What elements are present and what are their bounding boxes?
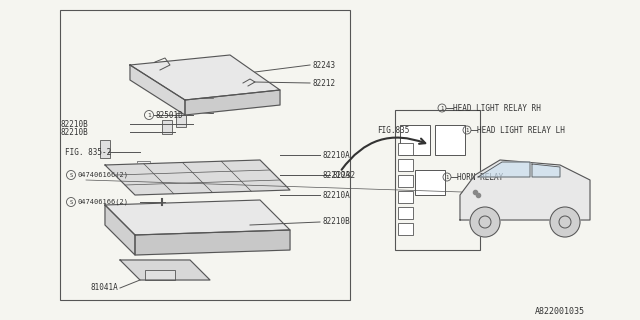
Text: 82210B: 82210B — [60, 127, 88, 137]
Polygon shape — [105, 160, 290, 195]
Polygon shape — [105, 200, 290, 235]
FancyBboxPatch shape — [145, 270, 175, 280]
Polygon shape — [135, 230, 290, 255]
FancyBboxPatch shape — [217, 177, 230, 185]
Polygon shape — [478, 162, 530, 177]
FancyBboxPatch shape — [122, 164, 135, 172]
Text: 1: 1 — [147, 113, 151, 117]
FancyBboxPatch shape — [398, 143, 413, 155]
Polygon shape — [460, 160, 590, 220]
Text: 1: 1 — [440, 106, 444, 110]
FancyBboxPatch shape — [398, 207, 413, 219]
Text: HORN RELAY: HORN RELAY — [457, 172, 503, 181]
Text: FIG.835: FIG.835 — [377, 125, 410, 134]
Text: 82210A: 82210A — [322, 150, 349, 159]
Text: S: S — [69, 172, 72, 178]
Polygon shape — [130, 65, 185, 115]
Text: HEAD LIGHT RELAY RH: HEAD LIGHT RELAY RH — [453, 103, 541, 113]
FancyBboxPatch shape — [398, 223, 413, 235]
Text: 82501D: 82501D — [155, 110, 183, 119]
Text: 82210A: 82210A — [322, 171, 349, 180]
Text: 82243: 82243 — [312, 60, 335, 69]
Text: 1: 1 — [445, 174, 449, 180]
Polygon shape — [105, 205, 135, 255]
FancyBboxPatch shape — [176, 113, 186, 127]
FancyBboxPatch shape — [202, 180, 215, 188]
Text: 1: 1 — [465, 127, 468, 132]
Text: 82210A: 82210A — [322, 190, 349, 199]
Text: 81041A: 81041A — [90, 284, 118, 292]
Circle shape — [470, 207, 500, 237]
Text: 82210B: 82210B — [60, 119, 88, 129]
Text: HEAD LIGHT RELAY LH: HEAD LIGHT RELAY LH — [477, 125, 565, 134]
Text: S: S — [69, 199, 72, 204]
FancyBboxPatch shape — [398, 175, 413, 187]
FancyBboxPatch shape — [137, 161, 150, 169]
FancyBboxPatch shape — [435, 125, 465, 155]
Text: 82232: 82232 — [332, 171, 355, 180]
Polygon shape — [185, 90, 280, 115]
FancyBboxPatch shape — [195, 83, 213, 113]
Text: FIG. 835-2: FIG. 835-2 — [65, 148, 111, 156]
FancyBboxPatch shape — [400, 125, 430, 155]
Polygon shape — [130, 55, 280, 100]
Polygon shape — [120, 260, 210, 280]
FancyBboxPatch shape — [162, 120, 172, 134]
FancyBboxPatch shape — [398, 159, 413, 171]
FancyBboxPatch shape — [415, 170, 445, 195]
Circle shape — [550, 207, 580, 237]
FancyBboxPatch shape — [100, 140, 110, 158]
FancyBboxPatch shape — [162, 172, 175, 180]
FancyBboxPatch shape — [398, 191, 413, 203]
Polygon shape — [532, 164, 560, 177]
FancyBboxPatch shape — [177, 169, 190, 177]
Text: 047406166(2): 047406166(2) — [77, 172, 128, 178]
Text: 047406166(2): 047406166(2) — [77, 199, 128, 205]
Text: 82212: 82212 — [312, 78, 335, 87]
Text: 82210B: 82210B — [322, 218, 349, 227]
Text: A822001035: A822001035 — [535, 308, 585, 316]
